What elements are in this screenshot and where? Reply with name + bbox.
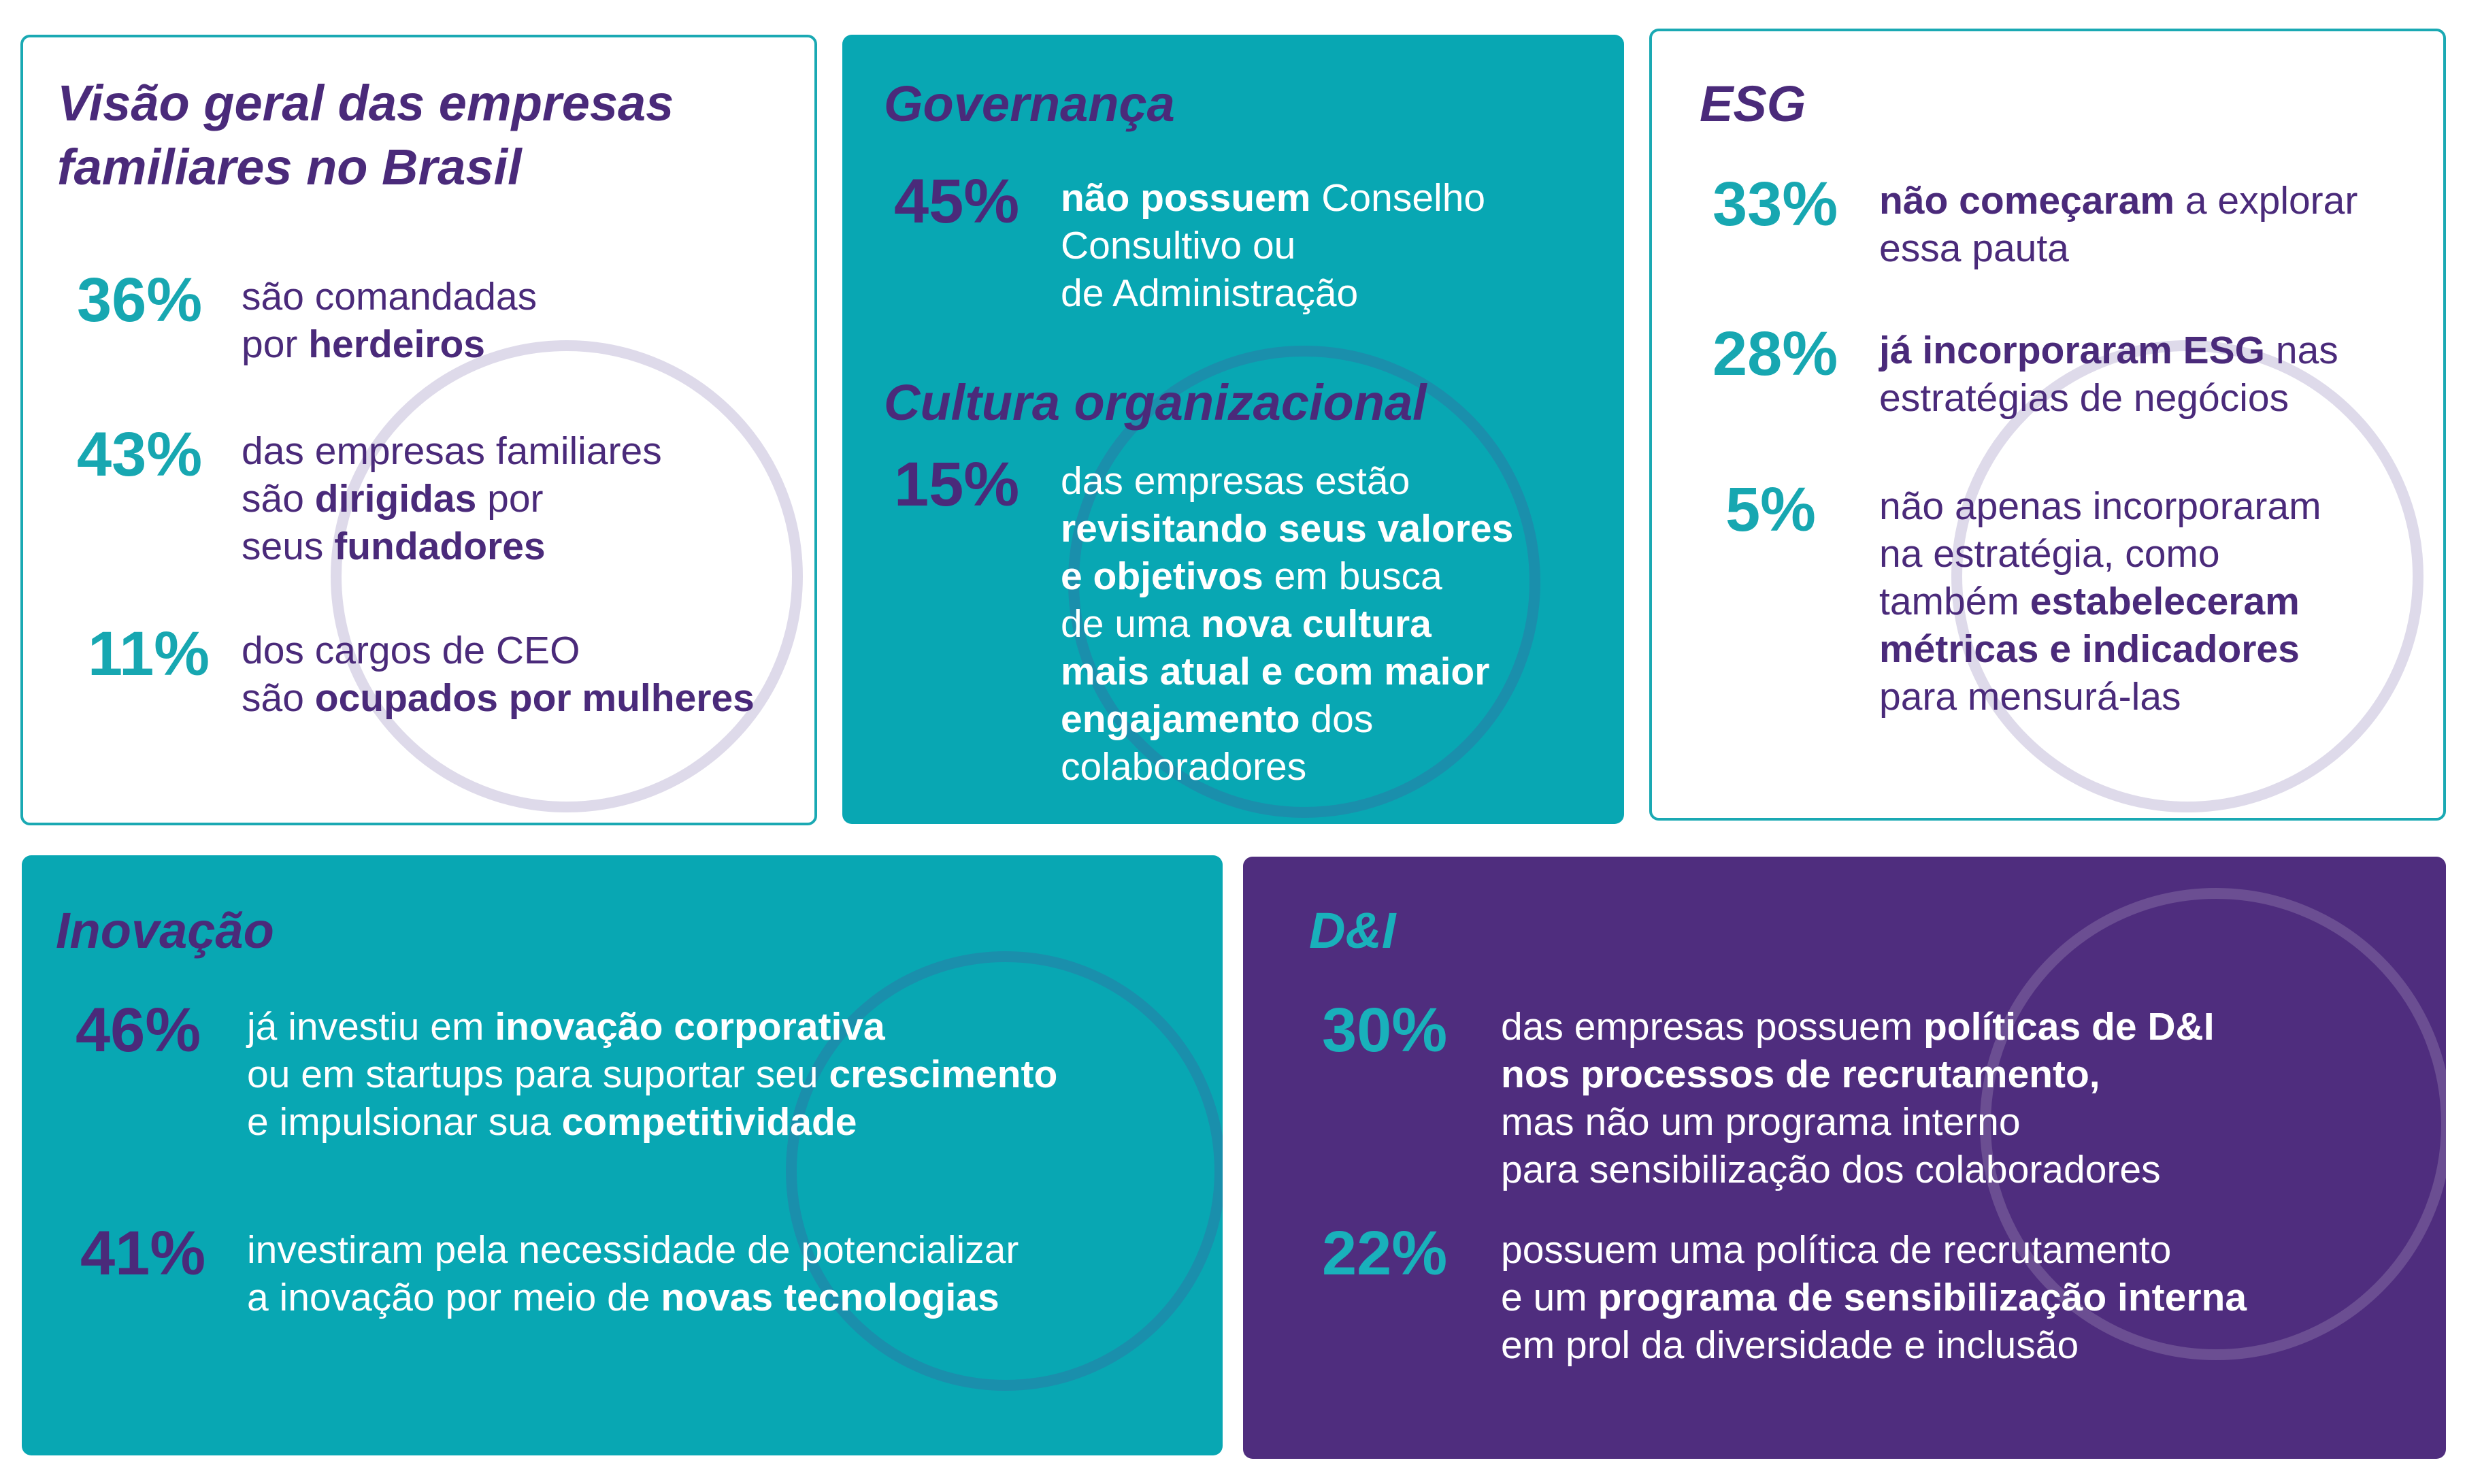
highlight-text: ocupados por mulheres (314, 676, 755, 720)
card-title: D&I (1309, 902, 1396, 959)
card-title: Visão geral das empresas familiares no B… (57, 75, 674, 195)
card-title: ESG (1700, 76, 1806, 132)
stat-percentage: 30% (1322, 995, 1448, 1065)
stat-percentage: 41% (80, 1219, 206, 1288)
description-text: já investiu em (247, 1005, 495, 1049)
highlight-text: inovação corporativa (495, 1005, 885, 1049)
description-text: das empresas familiares são (242, 429, 662, 521)
card-subtitle: Cultura organizacional (884, 374, 1427, 431)
highlight-text: competitividade (561, 1100, 857, 1144)
highlight-text: nova cultura mais atual e com maior enga… (1061, 602, 1490, 741)
highlight-text: crescimento (829, 1053, 1058, 1096)
description-text: Conselho Consultivo ou de Administração (1061, 176, 1486, 315)
stat-description: dos cargos de CEO são ocupados por mulhe… (242, 627, 755, 722)
description-text: mas não um programa interno para sensibi… (1501, 1100, 2161, 1191)
stat-description: não começaram a explorar essa pauta (1879, 177, 2358, 272)
stat-description: possuem uma política de recrutamento e u… (1501, 1226, 2247, 1369)
description-text: para mensurá-las (1879, 675, 2181, 719)
stat-description: já incorporaram ESG nas estratégias de n… (1879, 327, 2338, 422)
stat-percentage: 33% (1713, 169, 1838, 239)
family-icon (331, 340, 803, 812)
stat-description: das empresas estão revisitando seus valo… (1061, 457, 1513, 791)
stat-description: não possuem Conselho Consultivo ou de Ad… (1061, 174, 1485, 317)
stat-percentage: 5% (1725, 475, 1816, 544)
card-governanca: Governança 45% não possuem Conselho Consu… (842, 35, 1624, 824)
stat-description: são comandadas por herdeiros (242, 273, 537, 368)
card-title: Governança (884, 76, 1175, 132)
stat-description: das empresas possuem políticas de D&I no… (1501, 1003, 2215, 1193)
description-text: e impulsionar sua (247, 1100, 551, 1144)
description-text: por seus (242, 477, 544, 568)
stat-description: não apenas incorporaram na estratégia, c… (1879, 482, 2321, 721)
description-text: dos colaboradores (1061, 697, 1374, 789)
highlight-text: estabeleceram métricas e indicadores (1879, 580, 2300, 671)
highlight-text: revisitando seus valores e objetivos (1061, 507, 1514, 598)
highlight-text: novas tecnologias (661, 1276, 999, 1319)
stat-percentage: 45% (894, 167, 1020, 236)
description-text: das empresas possuem (1501, 1005, 1923, 1049)
card-inovacao: Inovação 46% já investiu em inovação corp… (22, 855, 1223, 1455)
stat-description: já investiu em inovação corporativa ou e… (247, 1003, 1057, 1146)
description-text: em prol da diversidade e inclusão (1501, 1323, 2079, 1367)
description-text: ou em startups para suportar seu (247, 1053, 818, 1096)
description-text: nas estratégias de negócios (1879, 329, 2338, 420)
description-text: dos cargos de CEO são (242, 629, 580, 720)
highlight-text: políticas de D&I nos processos de recrut… (1501, 1005, 2215, 1096)
description-text: não apenas incorporaram na estratégia, c… (1879, 484, 2321, 623)
card-dei: D&I 30% das empresas possuem políticas de… (1243, 857, 2446, 1459)
stat-percentage: 11% (88, 619, 210, 689)
card-title: Inovação (56, 902, 274, 959)
description-text: a explorar essa pauta (1879, 179, 2358, 270)
highlight-text: não começaram (1879, 179, 2175, 222)
highlight-text: não possuem (1061, 176, 1311, 220)
card-esg: ESG 33% não começaram a explorar essa pau… (1649, 29, 2446, 821)
description-text: investiram pela necessidade de potencial… (247, 1228, 1019, 1319)
stat-percentage: 15% (894, 450, 1020, 519)
stat-percentage: 43% (77, 420, 203, 489)
stat-description: das empresas familiares são dirigidas po… (242, 427, 662, 570)
highlight-text: herdeiros (308, 323, 485, 366)
stat-percentage: 36% (77, 265, 203, 335)
description-text: das empresas estão (1061, 459, 1410, 503)
highlight-text: já incorporaram ESG (1879, 329, 2266, 372)
stat-percentage: 46% (76, 995, 201, 1065)
highlight-text: fundadores (334, 525, 546, 568)
stat-description: investiram pela necessidade de potencial… (247, 1226, 1019, 1321)
card-visao-geral: Visão geral das empresas familiares no B… (20, 35, 817, 825)
description-text: possuem uma política de recrutamento e u… (1501, 1228, 2172, 1319)
highlight-text: dirigidas (314, 477, 477, 521)
highlight-text: programa de sensibilização interna (1598, 1276, 2247, 1319)
stat-percentage: 22% (1322, 1219, 1448, 1288)
description-text: em busca de uma (1061, 555, 1442, 646)
stat-percentage: 28% (1713, 319, 1838, 389)
description-text: são comandadas por (242, 275, 537, 366)
